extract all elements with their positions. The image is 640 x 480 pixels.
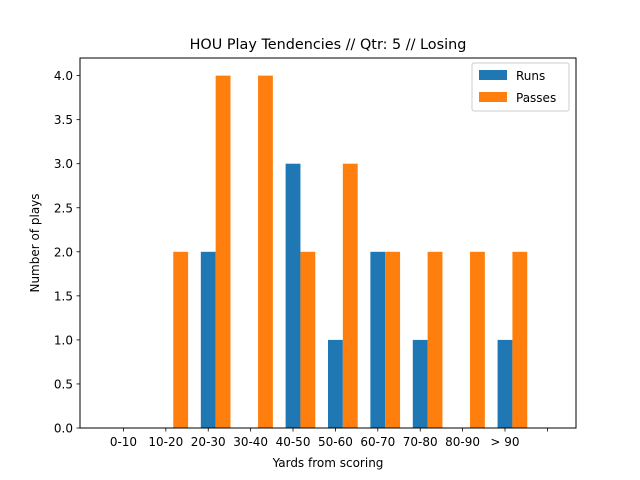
bar-passes-6: [385, 251, 401, 428]
bar-passes-3: [258, 75, 273, 428]
x-tick-label: 0-10: [110, 435, 137, 449]
y-tick-label: 2.5: [54, 201, 73, 215]
y-tick-label: 0.5: [54, 377, 73, 391]
legend-swatch-runs: [479, 70, 507, 80]
legend: Runs Passes: [471, 62, 570, 112]
x-tick-label: 50-60: [318, 435, 353, 449]
x-tick-label: 20-30: [191, 435, 226, 449]
y-tick-label: 2.0: [54, 245, 73, 259]
x-tick-label: 60-70: [360, 435, 395, 449]
legend-label-passes: Passes: [516, 91, 556, 105]
bar-runs-7: [412, 339, 428, 428]
bar-passes-9: [512, 251, 528, 428]
legend-swatch-passes: [479, 92, 507, 102]
x-ticks-layer: 0-10 10-20 20-30 30-40 40-50 50-60 60-70 70-80 8…: [110, 428, 548, 449]
bar-passes-4: [300, 251, 316, 428]
chart-title: HOU Play Tendencies // Qtr: 5 // Losing: [190, 37, 467, 53]
bar-runs-4: [285, 163, 301, 428]
bar-runs-2: [200, 251, 216, 428]
y-ticks-layer: 0.0 0.5 1.0 1.5 2.0 2.5 3.0 3.5 4.0: [54, 69, 80, 436]
x-tick-label: > 90: [490, 435, 519, 449]
bar-passes-2: [215, 75, 231, 428]
y-tick-label: 3.5: [54, 113, 73, 127]
bar-passes-7: [427, 251, 443, 428]
bar-runs-6: [370, 251, 386, 428]
y-tick-label: 1.5: [54, 289, 73, 303]
bar-runs-5: [328, 339, 343, 428]
bar-passes-8: [470, 251, 485, 428]
x-tick-label: 70-80: [403, 435, 438, 449]
bar-runs-9: [497, 339, 513, 428]
legend-label-runs: Runs: [516, 69, 545, 83]
x-tick-label: 80-90: [445, 435, 480, 449]
x-axis-label: Yards from scoring: [272, 456, 384, 470]
y-tick-label: 0.0: [54, 422, 73, 436]
plot-frame: [79, 57, 577, 429]
x-tick-label: 30-40: [233, 435, 268, 449]
y-tick-label: 3.0: [54, 157, 73, 171]
bar-passes-5: [342, 163, 358, 428]
bars-layer: [173, 75, 528, 428]
bar-passes-1: [173, 251, 189, 428]
y-tick-label: 4.0: [54, 69, 73, 83]
x-tick-label: 40-50: [276, 435, 311, 449]
y-tick-label: 1.0: [54, 333, 73, 347]
y-axis-label: Number of plays: [28, 193, 42, 292]
x-tick-label: 10-20: [148, 435, 183, 449]
